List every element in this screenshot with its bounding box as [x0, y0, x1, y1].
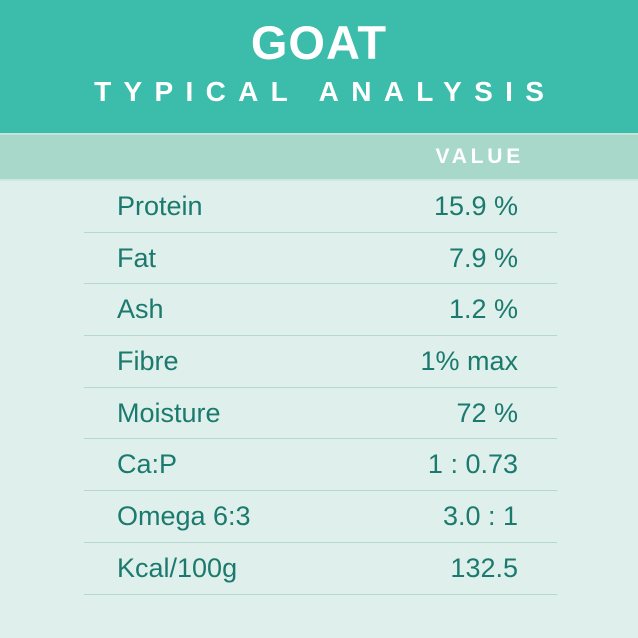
- row-label: Ash: [117, 294, 164, 325]
- row-label: Ca:P: [117, 449, 178, 480]
- table-row-ash: Ash 1.2 %: [84, 284, 557, 337]
- card-header: GOAT TYPICAL ANALYSIS: [0, 0, 638, 133]
- row-value: 1% max: [420, 345, 518, 376]
- row-label: Omega 6:3: [117, 500, 251, 531]
- analysis-table: Protein 15.9 % Fat 7.9 % Ash 1.2 % Fibre…: [0, 181, 638, 595]
- page-subtitle: TYPICAL ANALYSIS: [94, 76, 557, 108]
- value-column-header-band: VALUE: [0, 133, 638, 181]
- row-value: 1.2 %: [448, 294, 518, 325]
- row-label: Fibre: [117, 345, 179, 376]
- table-row-kcal: Kcal/100g 132.5: [84, 543, 557, 595]
- value-column-header: VALUE: [435, 145, 524, 168]
- table-row-moisture: Moisture 72 %: [84, 388, 557, 440]
- row-label: Fat: [117, 242, 157, 273]
- row-value: 7.9 %: [448, 242, 518, 273]
- row-label: Protein: [117, 190, 203, 221]
- table-row-fibre: Fibre 1% max: [84, 336, 557, 388]
- row-label: Kcal/100g: [117, 552, 238, 583]
- table-row-protein: Protein 15.9 %: [84, 181, 557, 233]
- table-row-omega: Omega 6:3 3.0 : 1: [84, 491, 557, 543]
- row-value: 3.0 : 1: [442, 500, 518, 531]
- row-value: 132.5: [450, 552, 518, 583]
- page-title: GOAT: [250, 16, 388, 69]
- table-row-ca-p: Ca:P 1 : 0.73: [84, 439, 557, 492]
- row-value: 72 %: [456, 397, 518, 428]
- row-label: Moisture: [117, 397, 221, 428]
- table-row-fat: Fat 7.9 %: [84, 233, 557, 285]
- row-value: 15.9 %: [433, 190, 518, 221]
- row-value: 1 : 0.73: [427, 449, 518, 480]
